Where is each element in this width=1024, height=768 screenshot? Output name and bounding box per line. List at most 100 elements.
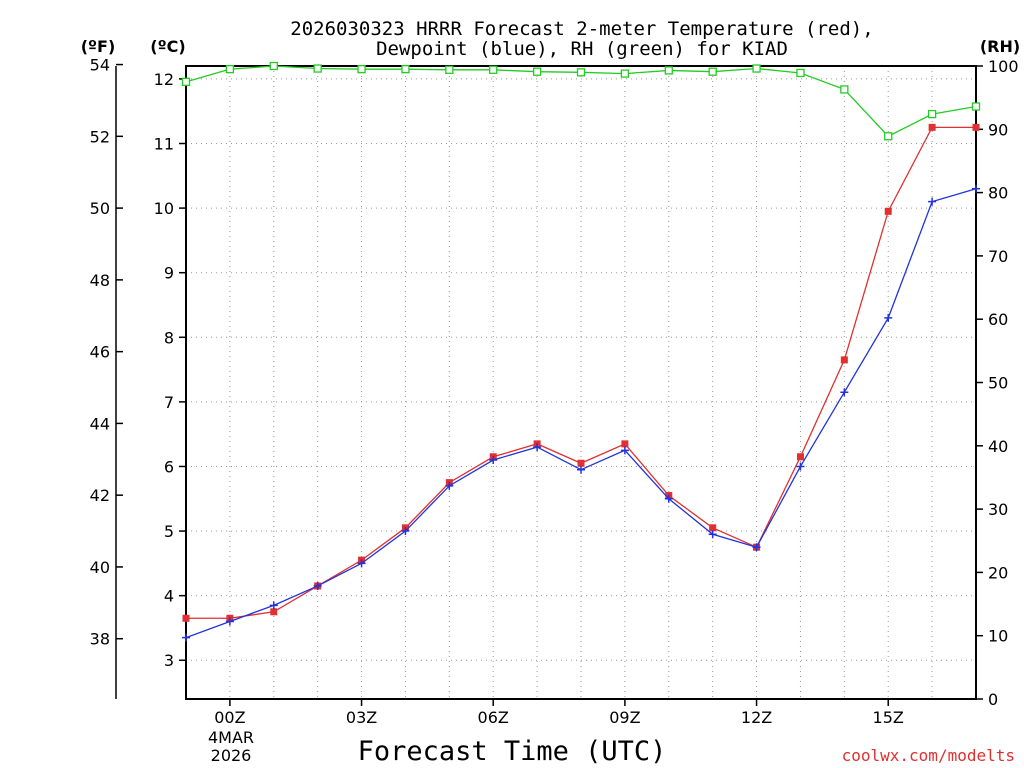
chart-title-line2: Dewpoint (blue), RH (green) for KIAD [376,38,788,60]
celsius-tick-label: 3 [164,651,174,670]
dewpoint-point [225,617,234,626]
rh-point [445,65,454,74]
dewpoint-point [708,530,717,539]
rh-point [576,68,586,77]
celsius-tick-label: 11 [154,135,174,154]
dewpoint-point [313,581,322,590]
dewpoint-point [533,443,542,452]
celsius-tick-label: 8 [164,328,174,347]
temperature-point [796,453,804,461]
x-tick-label: 09Z [609,708,640,727]
rh-point [181,77,191,86]
rh-point [357,65,366,74]
rh-tick-label: 70 [988,247,1008,266]
date-label-day: 4MAR [208,728,254,747]
temperature-point [840,356,848,364]
celsius-tick-label: 12 [154,70,174,89]
chart-title-line1: 2026030323 HRRR Forecast 2-meter Tempera… [290,18,873,40]
rh-point [884,132,893,141]
series-layer [181,61,981,642]
rh-tick-label: 30 [988,500,1008,519]
x-tick-label: 00Z [214,708,245,727]
x-tick-label: 03Z [346,708,377,727]
rh-point [927,109,937,119]
celsius-tick-label: 10 [154,199,174,218]
rh-point [532,67,542,76]
temperature-point [270,608,278,616]
rh-tick-label: 0 [988,690,998,709]
x-axis-title: Forecast Time (UTC) [358,736,667,767]
dewpoint-point [840,388,849,397]
credit-text: coolwx.com/modelts [842,746,1015,765]
dewpoint-point [928,197,937,206]
rh-tick-label: 10 [988,627,1008,646]
fahrenheit-tick-label: 46 [90,343,110,362]
fahrenheit-tick-label: 44 [90,414,110,433]
rh-point [401,65,410,74]
temperature-point [577,459,585,467]
rh-tick-label: 60 [988,310,1008,329]
rh-tick-label: 20 [988,563,1008,582]
temperature-point [884,207,892,215]
dewpoint-point [445,481,454,490]
rh-tick-label: 40 [988,437,1008,456]
celsius-tick-label: 7 [164,393,174,412]
rh-unit-label: (RH) [980,37,1020,56]
dewpoint-point [269,601,278,610]
temperature-point [709,524,717,532]
rh-point [620,69,630,78]
rh-tick-label: 80 [988,184,1008,203]
rh-point [313,64,322,73]
rh-point [269,61,278,71]
x-tick-label: 15Z [873,708,904,727]
temperature-line [186,126,976,619]
fahrenheit-tick-label: 40 [90,558,110,577]
rh-point [840,85,849,94]
dewpoint-point [401,527,410,536]
fahrenheit-tick-label: 54 [90,56,110,75]
date-label-year: 2026 [211,746,252,765]
axes [115,63,983,706]
fahrenheit-tick-label: 52 [90,127,110,146]
rh-point [752,64,761,73]
dewpoint-point [620,446,629,455]
temperature-point [972,123,980,131]
dewpoint-point [972,184,980,193]
celsius-tick-label: 9 [164,264,174,283]
dewpoint-point [664,494,673,503]
fahrenheit-tick-label: 38 [90,630,110,649]
rh-tick-label: 90 [988,120,1008,139]
dewpoint-point [884,313,893,322]
rh-point [489,65,498,74]
celsius-tick-label: 5 [164,522,174,541]
rh-point [664,66,673,75]
rh-point [971,102,981,111]
grid-lines [185,66,977,699]
rh-point [796,68,805,78]
celsius-tick-label: 6 [164,457,174,476]
x-tick-label: 12Z [741,708,772,727]
dewpoint-point [357,559,366,568]
temperature-point [621,440,629,448]
fahrenheit-unit-label: (ºF) [81,37,116,56]
fahrenheit-tick-label: 42 [90,486,110,505]
temperature-point [928,123,936,131]
x-tick-label: 06Z [478,708,509,727]
dewpoint-point [796,462,805,471]
dewpoint-point [752,543,761,552]
celsius-tick-label: 4 [164,587,174,606]
fahrenheit-tick-label: 50 [90,199,110,218]
plot-frame [185,65,977,700]
rh-point [708,67,717,76]
dewpoint-point [182,633,190,642]
rh-point [225,65,235,74]
dewpoint-point [489,456,498,465]
celsius-unit-label: (ºC) [150,37,185,56]
rh-tick-label: 50 [988,374,1008,393]
rh-tick-label: 100 [988,57,1019,76]
tick-labels: 00Z 03Z 06Z 09Z 12Z 15Z 3 4 5 6 7 8 9 10 11 12 38 40 42 44 4… [90,56,1019,727]
temperature-point [182,614,190,622]
fahrenheit-tick-label: 48 [90,271,110,290]
dewpoint-point [577,465,585,474]
